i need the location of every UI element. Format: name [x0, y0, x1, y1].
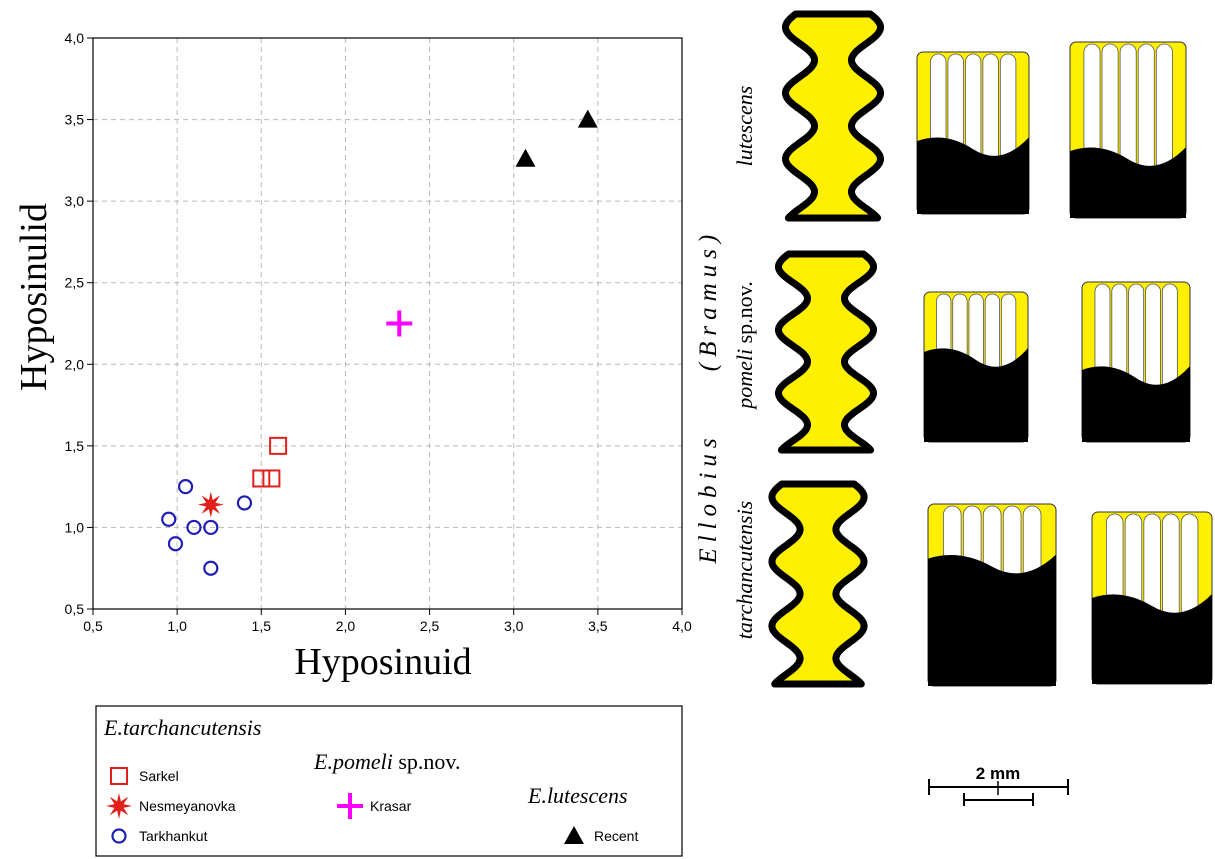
- y-tick-label: 3,5: [65, 112, 85, 128]
- legend-label-nesmeyanovka: Nesmeyanovka: [139, 798, 236, 814]
- data-point-tarkhankut: [167, 536, 184, 552]
- plot-frame: [92, 37, 683, 610]
- legend-label-sarkel: Sarkel: [139, 768, 179, 784]
- side-view-lutescens-1: [916, 51, 1030, 215]
- species-label-pomeli-name: pomeli: [732, 349, 757, 411]
- species-label-pomeli-suffix: sp.nov.: [732, 281, 757, 349]
- data-point-sarkel: [262, 469, 281, 488]
- y-tick-label: 2,5: [65, 275, 85, 291]
- y-tick-label: 3,0: [65, 193, 85, 209]
- data-point-krasar: [386, 310, 413, 337]
- side-view-tarchancutensis-2: [1091, 511, 1213, 685]
- data-point-tarkhankut: [203, 560, 219, 576]
- cementum-base: [1092, 594, 1212, 684]
- x-tick-label: 2,5: [420, 618, 440, 634]
- cementum-base: [1070, 147, 1186, 218]
- taxon-labels: Ellobius (Bramus) lutescens pomeli sp.no…: [695, 86, 757, 640]
- x-tick-label: 1,0: [167, 618, 187, 634]
- species-label-tarchancutensis: tarchancutensis: [732, 501, 757, 640]
- species-label-lutescens: lutescens: [732, 86, 757, 167]
- data-point-tarkhankut: [177, 479, 194, 495]
- legend-marker-nesmeyanovka: [106, 793, 132, 819]
- occlusal-surface: [768, 480, 868, 688]
- side-view-pomeli-1: [923, 291, 1029, 443]
- occlusal-lutescens: [782, 10, 884, 222]
- data-point-tarkhankut: [186, 519, 202, 536]
- data-point-sarkel: [252, 469, 271, 488]
- species-label-pomeli: pomeli sp.nov.: [732, 281, 757, 411]
- scale-bar-label: 2 mm: [976, 764, 1020, 783]
- x-tick-label: 1,5: [252, 618, 272, 634]
- genus-label: Ellobius: [695, 432, 722, 564]
- legend-pomeli-name: E.pomeli: [313, 749, 393, 774]
- scale-bar: 2 mm: [928, 764, 1069, 806]
- molar-illustrations: [768, 10, 1213, 688]
- legend-marker-recent: [564, 826, 584, 844]
- cementum-base: [928, 554, 1056, 686]
- legend-pomeli-suffix: sp.nov.: [393, 749, 461, 774]
- x-tick-label: 2,0: [336, 618, 356, 634]
- cementum-base: [1082, 366, 1190, 442]
- cementum-base: [917, 137, 1029, 214]
- side-view-pomeli-2: [1081, 281, 1191, 443]
- plus-bar: [348, 793, 352, 819]
- legend-marker-krasar: [337, 793, 363, 819]
- y-tick-label: 4,0: [65, 30, 85, 46]
- y-tick-label: 2,0: [65, 356, 85, 372]
- occlusal-surface: [782, 10, 884, 222]
- x-axis-label: Hyposinuid: [294, 641, 471, 683]
- data-point-recent: [577, 109, 598, 128]
- data-point-tarkhankut: [203, 519, 219, 536]
- legend-label-recent: Recent: [594, 828, 638, 844]
- x-tick-label: 3,5: [588, 618, 608, 634]
- data-point-tarkhankut: [236, 495, 253, 511]
- legend-group-title-lutescens: E.lutescens: [527, 783, 628, 808]
- occlusal-pomeli: [775, 250, 877, 454]
- y-tick-label: 1,5: [65, 438, 85, 454]
- subgenus-label: (Bramus): [695, 229, 722, 371]
- side-view-tarchancutensis-1: [927, 503, 1057, 687]
- x-tick-label: 0,5: [83, 618, 103, 634]
- occlusal-surface: [775, 250, 877, 454]
- legend-label-tarkhankut: Tarkhankut: [139, 828, 208, 844]
- legend-frame: [95, 705, 683, 857]
- legend-group-title-tarchancutensis: E.tarchancutensis: [103, 715, 261, 740]
- data-point-sarkel: [269, 436, 288, 455]
- plus-bar: [397, 310, 402, 337]
- cementum-base: [924, 348, 1028, 442]
- data-point-recent: [515, 148, 536, 167]
- y-axis-label: Hyposinulid: [13, 203, 55, 391]
- legend-marker-tarkhankut: [111, 828, 127, 844]
- data-point-tarkhankut: [161, 511, 177, 527]
- occlusal-tarchancutensis: [768, 480, 868, 688]
- y-tick-label: 1,0: [65, 519, 85, 535]
- scatter-plot: 0,50,5 1,0 1,0 1,5 1,5 2,0 2,0 2,5 2,5 3,0 3,0 3,5 3…: [65, 30, 692, 634]
- side-view-lutescens-2: [1069, 41, 1187, 219]
- legend-group-title-pomeli: E.pomeli sp.nov.: [313, 749, 460, 774]
- legend: E.tarchancutensis E.pomeli sp.nov. E.lut…: [95, 705, 683, 857]
- legend-marker-sarkel: [110, 767, 128, 785]
- legend-label-krasar: Krasar: [370, 798, 412, 814]
- y-tick-label: 0,5: [65, 601, 85, 617]
- x-tick-label: 3,0: [504, 618, 524, 634]
- data-point-nesmeyanovka: [197, 491, 224, 518]
- x-tick-label: 4,0: [672, 618, 692, 634]
